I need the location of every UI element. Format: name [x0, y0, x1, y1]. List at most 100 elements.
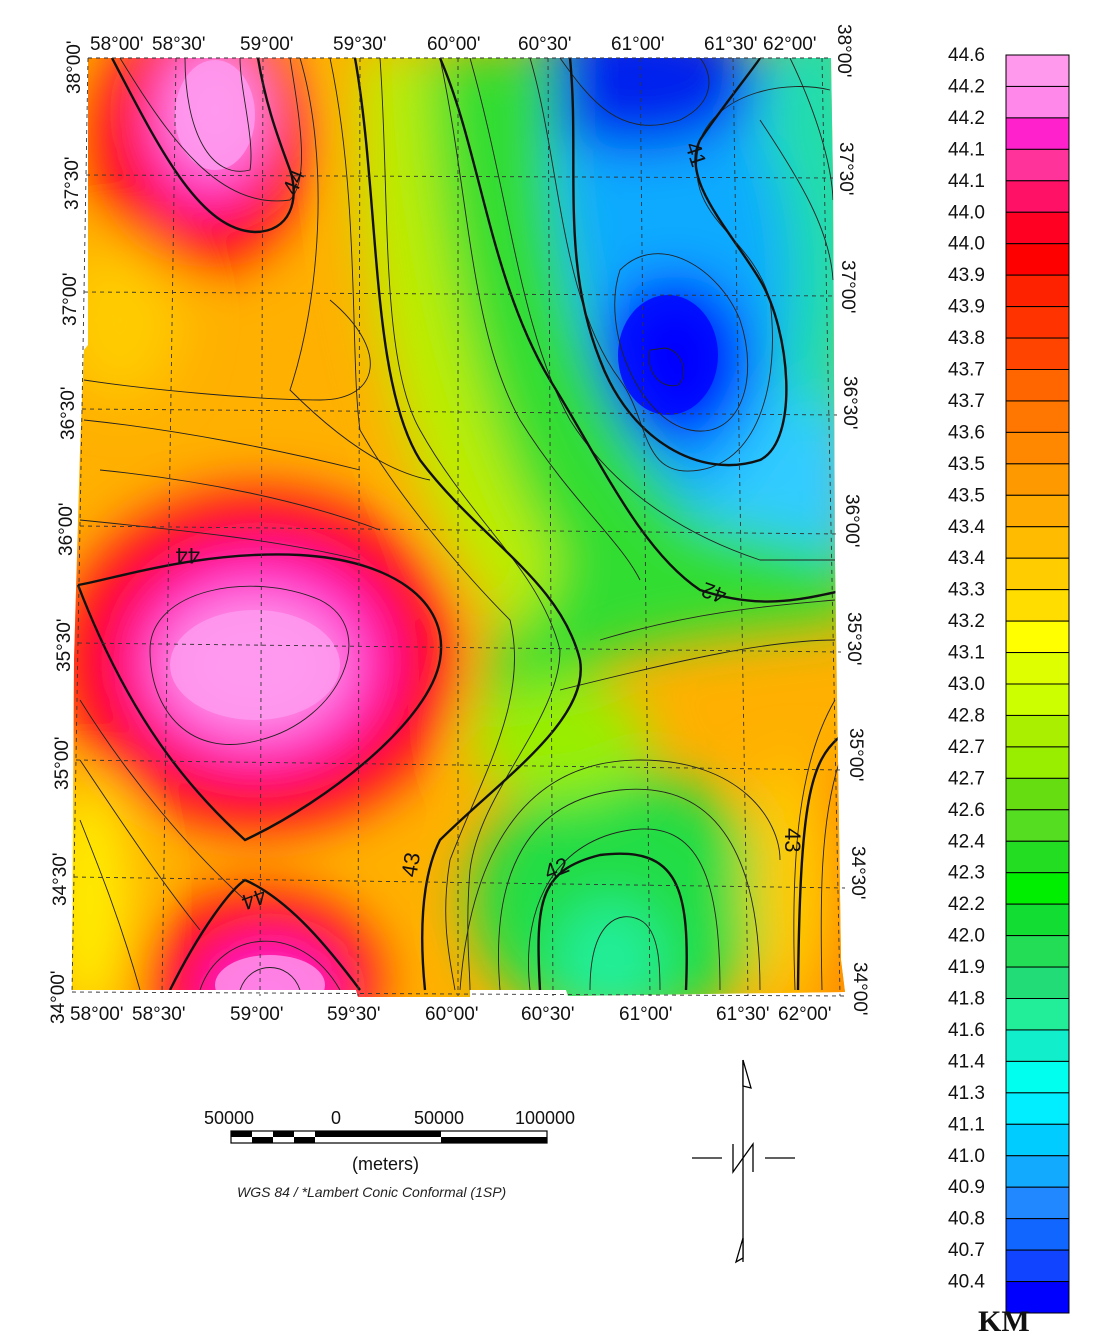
- lon-label: 59°00': [230, 1004, 284, 1025]
- legend-swatch: [1005, 652, 1070, 685]
- legend-swatch: [1005, 243, 1070, 276]
- legend-swatch: [1005, 463, 1070, 496]
- scale-label: 100000: [515, 1108, 575, 1128]
- lon-label: 58°00': [90, 34, 144, 55]
- lat-label: 35°30': [843, 612, 864, 666]
- legend-label: 44.2: [948, 76, 985, 97]
- legend-swatch: [1005, 85, 1070, 119]
- legend-label: 42.8: [948, 705, 985, 726]
- legend-swatch: [1005, 494, 1070, 528]
- depth-map: 44 44 44 41 42 43 42 43: [48, 24, 870, 1025]
- lat-labels-right: 38°00' 37°30' 37°00' 36°30' 36°00' 35°30…: [833, 24, 870, 1016]
- scale-label: 0: [331, 1108, 341, 1128]
- lat-label: 34°30': [50, 853, 71, 907]
- lon-labels-top: 58°00' 58°30' 59°00' 59°30' 60°00' 60°30…: [90, 34, 817, 55]
- legend-label: 43.4: [948, 548, 985, 569]
- lat-label: 35°30': [54, 619, 75, 673]
- legend-swatch: [1005, 1186, 1070, 1220]
- legend-label: 44.1: [948, 171, 985, 192]
- lon-label: 58°30': [132, 1004, 186, 1025]
- lat-label: 37°30': [62, 157, 83, 211]
- lon-labels-bottom: 58°00' 58°30' 59°00' 59°30' 60°00' 60°30…: [70, 1004, 832, 1025]
- legend-swatch: [1005, 903, 1070, 937]
- projection-label: WGS 84 / *Lambert Conic Conformal (1SP): [237, 1184, 506, 1200]
- lat-label: 36°00': [56, 503, 77, 557]
- legend-unit: KM: [978, 1305, 1030, 1335]
- legend-swatch: [1005, 746, 1070, 779]
- color-legend: 44.6 44.2 44.2 44.1 44.1 44.0 44.0 43.9 43.9 43.8…: [948, 45, 1070, 1335]
- lon-label: 61°00': [611, 34, 665, 55]
- legend-swatch: [1005, 148, 1070, 182]
- legend-swatch: [1005, 1281, 1070, 1314]
- lat-labels-left: 38°00' 37°30' 37°00' 36°30' 36°00' 35°30…: [48, 41, 85, 1025]
- lon-label: 58°30': [152, 34, 206, 55]
- legend-label: 43.8: [948, 328, 985, 349]
- legend-label: 43.4: [948, 517, 985, 538]
- legend-swatch: [1005, 589, 1070, 622]
- color-surface: [72, 58, 845, 997]
- lat-label: 38°00': [833, 24, 854, 78]
- scale-label: 50000: [414, 1108, 464, 1128]
- legend-swatch: [1005, 998, 1070, 1031]
- lon-label: 60°00': [427, 34, 481, 55]
- legend-label: 40.9: [948, 1177, 985, 1198]
- legend-label: 41.8: [948, 989, 985, 1010]
- legend-label: 41.4: [948, 1051, 985, 1072]
- legend-label: 43.0: [948, 674, 985, 695]
- legend-label: 42.6: [948, 800, 985, 821]
- legend-label: 42.4: [948, 831, 985, 852]
- legend-swatch: [1005, 1218, 1070, 1251]
- lat-label: 34°00': [849, 962, 870, 1016]
- lon-label: 60°30': [521, 1004, 575, 1025]
- legend-label: 43.1: [948, 643, 985, 664]
- legend-swatch: [1005, 872, 1070, 905]
- legend-swatch: [1005, 1249, 1070, 1283]
- legend-swatch: [1005, 369, 1070, 402]
- legend-swatch: [1005, 274, 1070, 308]
- legend-swatch: [1005, 1029, 1070, 1062]
- lon-label: 61°30': [716, 1004, 770, 1025]
- lat-label: 37°30': [835, 142, 856, 196]
- legend-label: 41.6: [948, 1020, 985, 1041]
- legend-swatch: [1005, 180, 1070, 213]
- legend-label: 42.0: [948, 926, 985, 947]
- legend-label: 41.3: [948, 1083, 985, 1104]
- legend-swatch: [1005, 557, 1070, 591]
- lon-label: 60°30': [518, 34, 572, 55]
- legend-label: 43.3: [948, 580, 985, 601]
- legend-swatch: [1005, 117, 1070, 150]
- lon-label: 62°00': [778, 1004, 832, 1025]
- legend-swatch: [1005, 431, 1070, 465]
- legend-label: 43.7: [948, 360, 985, 381]
- legend-label: 43.5: [948, 454, 985, 475]
- north-arrow-icon: [692, 1059, 795, 1264]
- scale-bar: 50000 0 50000 100000 (meters) WGS 84 / *…: [204, 1108, 575, 1200]
- contour-label: 43: [780, 828, 805, 852]
- contour-label: 44: [176, 543, 200, 568]
- legend-swatch: [1005, 1155, 1070, 1188]
- legend-label: 43.5: [948, 485, 985, 506]
- legend-label: 42.7: [948, 768, 985, 789]
- legend-label: 42.7: [948, 737, 985, 758]
- legend-swatch: [1005, 306, 1070, 339]
- legend-label: 41.9: [948, 957, 985, 978]
- major-contours: [76, 58, 845, 991]
- lat-label: 36°00': [841, 494, 862, 548]
- lat-label: 36°30': [839, 376, 860, 430]
- legend-swatch: [1005, 1092, 1070, 1125]
- legend-swatch: [1005, 840, 1070, 874]
- legend-label: 44.1: [948, 139, 985, 160]
- legend-swatch: [1005, 777, 1070, 811]
- scale-label: 50000: [204, 1108, 254, 1128]
- legend-label: 44.0: [948, 202, 985, 223]
- legend-swatch: [1005, 526, 1070, 559]
- lat-label: 36°30': [58, 387, 79, 441]
- legend-label: 44.2: [948, 108, 985, 129]
- lon-label: 61°00': [619, 1004, 673, 1025]
- legend-swatch: [1005, 935, 1070, 968]
- lat-label: 37°00': [837, 260, 858, 314]
- legend-label: 42.3: [948, 863, 985, 884]
- lon-label: 59°30': [333, 34, 387, 55]
- legend-label: 40.7: [948, 1240, 985, 1261]
- lat-label: 34°30': [847, 846, 868, 900]
